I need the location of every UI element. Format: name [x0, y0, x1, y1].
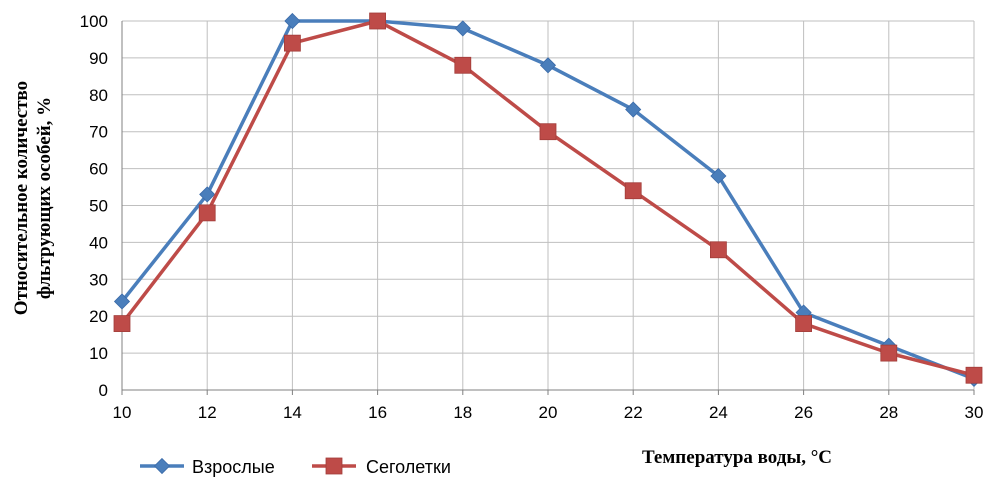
gridlines: [122, 20, 975, 390]
series-1-point: [284, 12, 301, 30]
legend-marker-1: [153, 457, 171, 475]
legend-label-2: Сеголетки: [366, 457, 451, 477]
x-tick-label: 26: [794, 403, 813, 422]
y-tick-label: 60: [89, 160, 108, 179]
series-2-point: [880, 344, 898, 362]
x-tick-label: 18: [453, 403, 472, 422]
x-tick-label: 24: [709, 403, 728, 422]
x-tick-label: 10: [113, 403, 132, 422]
legend-marker-2: [325, 457, 343, 475]
series-1-point: [199, 186, 216, 203]
x-tick-label: 20: [539, 403, 558, 422]
y-axis-label-line-1: Относительное количество: [11, 81, 32, 315]
y-tick-label: 70: [89, 123, 108, 142]
series-2-point: [710, 241, 727, 259]
x-tick-label: 12: [198, 403, 217, 422]
series-1-point: [539, 57, 557, 74]
y-tick-label: 10: [89, 344, 108, 363]
series-2-point: [965, 366, 983, 384]
series-2-point: [198, 204, 216, 222]
x-tick-labels: 10 12 14 16 18 20 22 24 26 28 30: [113, 403, 984, 422]
y-tick-label: 30: [89, 270, 108, 289]
x-tick-label: 30: [965, 403, 984, 422]
legend: Взрослые Сеголетки: [140, 457, 451, 477]
legend-label-1: Взрослые: [192, 457, 275, 477]
y-tick-label: 50: [89, 197, 108, 216]
series-2-point: [539, 123, 557, 141]
series-1-point: [454, 20, 471, 37]
x-tick-label: 22: [624, 403, 643, 422]
series-1-point: [625, 101, 642, 118]
x-tick-label: 28: [879, 403, 898, 422]
y-tick-label: 100: [80, 12, 108, 31]
series-2-point: [454, 56, 472, 74]
y-tick-label: 20: [89, 307, 108, 326]
x-tick-label: 16: [368, 403, 387, 422]
data-series: [113, 12, 983, 387]
series-2-point: [795, 315, 812, 332]
x-axis-label: Температура воды, °C: [642, 447, 832, 468]
series-2-point: [283, 34, 301, 52]
series-2-point: [624, 182, 642, 200]
y-tick-label: 80: [89, 86, 108, 105]
y-tick-labels: 0 10 20 30 40 50 60 70 80 90 100: [80, 12, 108, 400]
y-axis-label-line-2: фльтрующих особей, %: [34, 97, 55, 299]
axes: [121, 21, 975, 395]
x-tick-label: 14: [283, 403, 302, 422]
series-2-point: [113, 315, 131, 332]
series-1-point: [710, 167, 727, 185]
series-2-point: [369, 12, 387, 30]
series-1-point: [113, 293, 131, 310]
y-tick-label: 40: [89, 233, 108, 252]
y-tick-label: 90: [89, 49, 108, 68]
y-tick-label: 0: [99, 381, 108, 400]
